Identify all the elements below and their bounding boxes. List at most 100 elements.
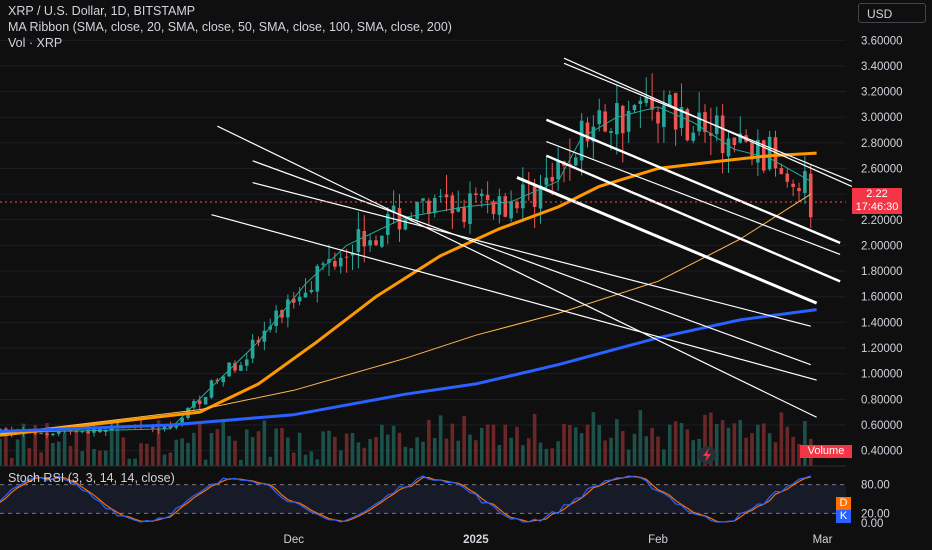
volume-bar (297, 432, 302, 466)
candle-body (726, 138, 731, 157)
price-tick-label: 1.80000 (861, 266, 903, 278)
candle-body (197, 400, 202, 405)
volume-bar (115, 421, 120, 466)
volume-bar (39, 452, 43, 466)
volume-bar (150, 446, 155, 466)
volume-bar (309, 451, 314, 466)
candle-body (703, 112, 707, 133)
candle-body (497, 196, 502, 215)
candle-body (632, 105, 637, 111)
candle-body (603, 111, 607, 132)
channel-line[interactable] (563, 62, 853, 182)
candle-body (709, 133, 713, 136)
last-price-badge: 2.22 (852, 188, 902, 201)
channel-line[interactable] (211, 214, 817, 381)
candle-body (286, 299, 290, 318)
stoch-rsi-legend[interactable]: Stoch RSI (3, 3, 14, 14, close) (8, 471, 175, 485)
volume-bar (0, 438, 2, 466)
volume-bar (250, 437, 255, 466)
stoch-d-badge: D (836, 497, 851, 510)
candle-body (803, 171, 807, 193)
candle-body (374, 240, 378, 245)
candle-body (738, 133, 743, 143)
volume-bar (233, 440, 237, 466)
currency-button[interactable]: USD (858, 3, 926, 23)
candle-body (315, 266, 320, 292)
candle-body (573, 157, 578, 166)
candle-body (697, 112, 701, 132)
volume-bar (92, 448, 96, 466)
channel-line[interactable] (217, 125, 817, 418)
candle-body (391, 205, 396, 213)
candle-body (333, 260, 337, 267)
volume-bar (15, 439, 20, 466)
candle-body (685, 109, 690, 141)
price-tick-label: 2.80000 (861, 138, 903, 150)
volume-bar (644, 436, 649, 466)
volume-bar (450, 423, 455, 466)
volume-bar (773, 442, 778, 466)
volume-bar (744, 437, 748, 466)
candle-body (691, 132, 696, 141)
volume-bar (203, 459, 208, 466)
volume-bar (256, 431, 261, 466)
price-tick-label: 3.20000 (861, 87, 903, 99)
price-tick-label: 0.60000 (861, 420, 903, 432)
candle-body (321, 263, 325, 265)
volume-bar (74, 427, 79, 466)
candle-body (162, 425, 167, 429)
channel-line[interactable] (252, 160, 811, 366)
candle-body (174, 425, 179, 428)
volume-bar (133, 458, 137, 466)
volume-bar (350, 433, 355, 466)
volume-bar (27, 448, 32, 466)
channel-line[interactable] (546, 141, 841, 255)
channel-line[interactable] (545, 118, 841, 244)
candle-body (515, 201, 519, 209)
lightning-icon (698, 446, 716, 464)
candle-body (291, 298, 296, 303)
ma-ribbon-legend[interactable]: MA Ribbon (SMA, close, 20, SMA, close, 5… (8, 20, 452, 34)
volume-bar (732, 423, 737, 466)
channel-line[interactable] (516, 176, 818, 305)
volume-badge: Volume (800, 445, 852, 458)
price-tick-label: 3.40000 (861, 61, 903, 73)
candle-body (808, 173, 813, 218)
candle-body (456, 207, 461, 212)
volume-bar (438, 415, 443, 466)
candle-body (209, 380, 214, 398)
candle-body (421, 198, 425, 201)
stoch-d-line (0, 475, 811, 523)
volume-bar (274, 428, 278, 466)
volume-legend[interactable]: Vol · XRP (8, 36, 63, 50)
candle-body (180, 417, 184, 426)
price-tick-label: 2.60000 (861, 163, 903, 175)
channel-line[interactable] (252, 182, 811, 327)
volume-bar (4, 434, 8, 466)
volume-bar (691, 440, 696, 466)
volume-bar (103, 450, 108, 466)
candle-body (615, 103, 619, 135)
price-tick-label: 2.00000 (861, 240, 903, 252)
candle-body (80, 431, 85, 433)
symbol-legend[interactable]: XRP / U.S. Dollar, 1D, BITSTAMP (8, 4, 196, 18)
volume-bar (750, 433, 754, 466)
volume-bar (362, 447, 367, 466)
candle-body (268, 326, 273, 330)
volume-bar (338, 450, 343, 466)
price-tick-label: 0.40000 (861, 446, 903, 458)
volume-bar (221, 421, 226, 466)
time-tick-label: Dec (284, 534, 305, 546)
volume-bar (380, 424, 384, 466)
candle-body (215, 379, 220, 382)
candle-body (656, 112, 660, 124)
channel-line[interactable] (545, 154, 841, 283)
volume-bar (227, 435, 231, 466)
volume-bar (667, 424, 672, 466)
candle-body (327, 259, 331, 263)
volume-bar (321, 431, 325, 466)
candle-body (591, 126, 596, 142)
candle-body (544, 177, 549, 185)
volume-bar (544, 448, 549, 466)
